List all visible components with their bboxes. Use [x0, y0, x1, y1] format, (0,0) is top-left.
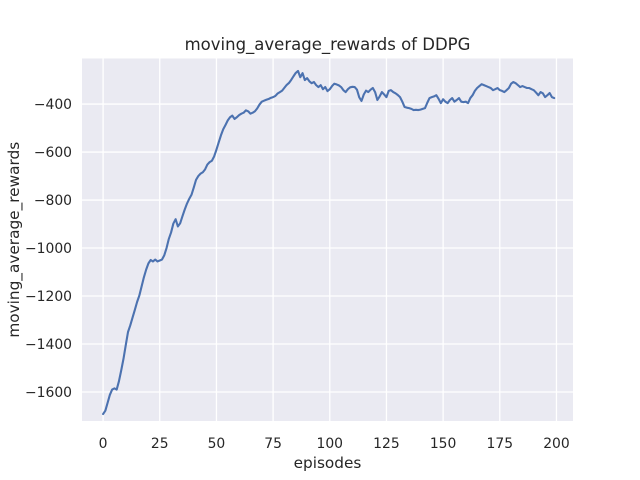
x-tick-label: 125 [373, 436, 400, 452]
x-tick-label: 0 [99, 436, 108, 452]
y-tick-label: −800 [34, 193, 72, 209]
y-tick-label: −1000 [25, 241, 72, 257]
chart-title: moving_average_rewards of DDPG [185, 35, 471, 55]
x-tick-label: 200 [543, 436, 570, 452]
x-tick-label: 25 [151, 436, 169, 452]
x-axis-label: episodes [294, 454, 362, 472]
x-tick-label: 50 [208, 436, 226, 452]
y-tick-label: −400 [34, 97, 72, 113]
x-tick-labels: 0 25 50 75 100 125 150 175 200 [99, 436, 570, 452]
x-tick-label: 75 [264, 436, 282, 452]
reward-line [102, 69, 556, 416]
y-tick-labels: −400 −600 −800 −1000 −1200 −1400 −1600 [25, 97, 72, 401]
gridlines [82, 58, 573, 421]
y-tick-label: −1200 [25, 289, 72, 305]
x-tick-label: 175 [487, 436, 514, 452]
y-tick-label: −600 [34, 145, 72, 161]
y-tick-label: −1400 [25, 337, 72, 353]
y-axis-label: moving_average_rewards [5, 142, 24, 338]
plot-area [82, 58, 573, 421]
x-tick-label: 100 [317, 436, 344, 452]
y-tick-label: −1600 [25, 385, 72, 401]
x-tick-label: 150 [430, 436, 457, 452]
